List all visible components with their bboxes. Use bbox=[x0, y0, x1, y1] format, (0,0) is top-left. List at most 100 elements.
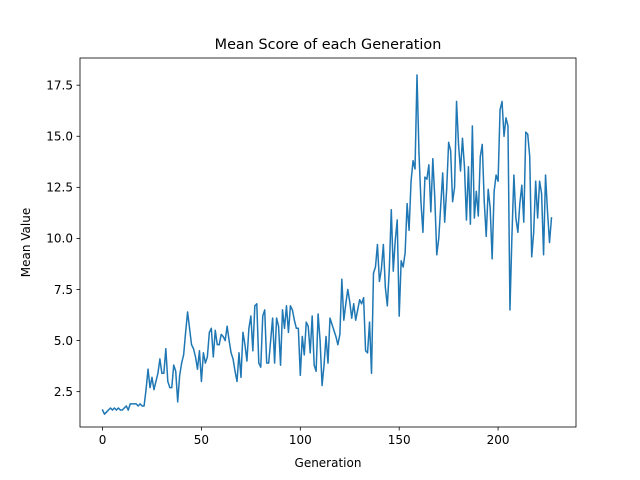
data-point bbox=[141, 405, 143, 407]
data-point bbox=[107, 409, 110, 411]
data-point bbox=[317, 313, 319, 315]
data-point bbox=[529, 156, 531, 158]
y-tick-label: 15.0 bbox=[46, 130, 73, 144]
data-point bbox=[424, 176, 426, 178]
data-point bbox=[262, 315, 264, 317]
data-point bbox=[272, 317, 274, 319]
data-point bbox=[548, 241, 551, 244]
data-point bbox=[422, 231, 424, 233]
data-point bbox=[475, 190, 477, 193]
data-point bbox=[123, 407, 125, 409]
data-point bbox=[453, 186, 456, 188]
data-point bbox=[212, 356, 214, 358]
series-0 bbox=[101, 74, 553, 415]
data-point bbox=[295, 327, 297, 329]
data-point bbox=[268, 362, 270, 364]
data-point bbox=[329, 317, 331, 319]
x-tick-label: 0 bbox=[99, 433, 107, 447]
data-point bbox=[414, 168, 416, 170]
data-point bbox=[101, 409, 104, 411]
data-point bbox=[311, 315, 313, 317]
data-point bbox=[481, 143, 483, 146]
data-point bbox=[155, 380, 157, 383]
data-point bbox=[477, 215, 479, 217]
data-point bbox=[442, 172, 444, 174]
data-point bbox=[521, 184, 523, 186]
data-point bbox=[181, 362, 183, 364]
data-point bbox=[380, 268, 382, 270]
data-point bbox=[151, 376, 153, 378]
data-point bbox=[250, 315, 252, 317]
data-point bbox=[236, 380, 238, 383]
data-point bbox=[143, 405, 145, 407]
data-point bbox=[125, 405, 127, 407]
data-point bbox=[159, 358, 161, 360]
data-point bbox=[546, 211, 549, 213]
data-point bbox=[228, 339, 230, 342]
data-point bbox=[323, 364, 325, 366]
data-point bbox=[220, 333, 222, 336]
data-point bbox=[366, 352, 369, 354]
data-point bbox=[370, 372, 373, 374]
data-point bbox=[246, 360, 248, 362]
data-point bbox=[479, 156, 481, 158]
data-point bbox=[438, 237, 440, 240]
data-point bbox=[396, 219, 398, 221]
data-point bbox=[115, 409, 117, 411]
data-point bbox=[105, 411, 108, 413]
data-point bbox=[186, 311, 189, 313]
data-point bbox=[117, 407, 119, 409]
data-point bbox=[131, 403, 133, 405]
data-point bbox=[357, 309, 359, 311]
data-point bbox=[416, 74, 418, 76]
data-point bbox=[163, 372, 165, 374]
data-point bbox=[440, 205, 442, 207]
data-point bbox=[418, 152, 420, 154]
data-point bbox=[303, 354, 305, 356]
data-point bbox=[499, 109, 501, 111]
data-point bbox=[515, 217, 517, 219]
data-point bbox=[408, 229, 410, 231]
data-point bbox=[185, 331, 187, 333]
data-point bbox=[426, 178, 428, 180]
y-tick-label: 5.0 bbox=[54, 334, 73, 348]
data-point bbox=[188, 327, 191, 329]
axes-frame bbox=[79, 57, 577, 428]
data-point bbox=[270, 339, 272, 342]
data-point bbox=[283, 327, 286, 329]
data-point bbox=[200, 380, 203, 383]
data-point bbox=[378, 280, 381, 282]
data-point bbox=[173, 364, 175, 366]
data-point bbox=[248, 327, 250, 329]
data-point bbox=[226, 325, 228, 327]
data-point bbox=[179, 374, 181, 376]
data-point bbox=[198, 350, 201, 352]
data-point bbox=[129, 403, 131, 405]
data-point bbox=[382, 243, 384, 246]
y-axis-label: Mean Value bbox=[19, 208, 33, 277]
data-point bbox=[204, 362, 206, 364]
data-point bbox=[309, 352, 311, 354]
x-axis: 0 50 100 150 200 bbox=[99, 427, 510, 447]
data-point bbox=[147, 368, 149, 370]
data-point bbox=[343, 319, 345, 321]
data-point bbox=[256, 303, 258, 305]
data-point bbox=[450, 149, 452, 152]
data-point bbox=[455, 100, 458, 103]
data-point bbox=[121, 409, 123, 411]
data-point bbox=[364, 350, 367, 352]
data-point bbox=[242, 331, 244, 333]
data-point bbox=[390, 209, 392, 211]
data-point bbox=[353, 303, 355, 305]
data-point bbox=[192, 348, 195, 350]
data-point bbox=[544, 174, 547, 176]
data-point bbox=[210, 327, 212, 329]
data-point bbox=[305, 321, 307, 323]
data-point bbox=[222, 335, 224, 338]
data-point bbox=[487, 188, 489, 190]
data-point bbox=[351, 317, 353, 319]
data-point bbox=[540, 192, 543, 195]
data-point bbox=[127, 409, 129, 411]
data-point bbox=[275, 317, 278, 319]
data-point bbox=[232, 358, 234, 360]
